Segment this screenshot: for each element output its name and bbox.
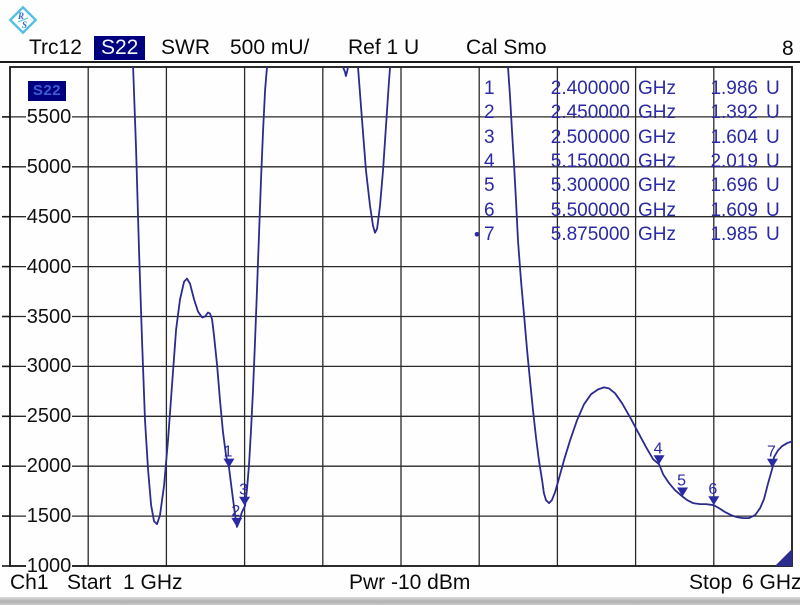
marker-frequency-unit-cell: GHz: [638, 175, 676, 197]
marker-table-row[interactable]: 4 5.150000 GHz 2.019 U: [470, 150, 792, 174]
marker-value-cell: 1.696: [710, 175, 758, 197]
marker-table-row[interactable]: 3 2.500000 GHz 1.604 U: [470, 126, 792, 150]
channel-label[interactable]: Ch1: [10, 571, 49, 594]
start-freq-label[interactable]: Start: [67, 571, 112, 594]
ref-level-indicator-icon: [775, 549, 792, 566]
marker-triangle-icon[interactable]: [239, 496, 251, 506]
marker-number-label[interactable]: 6: [708, 481, 717, 498]
marker-triangle-icon[interactable]: [677, 487, 689, 497]
marker-frequency-cell: 2.450000: [550, 102, 630, 124]
y-axis-label: 2500: [26, 405, 72, 428]
sparam-badge-header[interactable]: S22: [94, 36, 146, 60]
marker-value-cell: 2.019: [710, 151, 758, 173]
marker-number-label[interactable]: 3: [239, 482, 248, 499]
marker-number-cell: 7: [484, 223, 495, 245]
marker-number-label[interactable]: 7: [767, 444, 776, 461]
y-axis-label: 5500: [26, 105, 72, 128]
marker-value-cell: 1.392: [710, 102, 758, 124]
marker-frequency-cell: 5.150000: [550, 151, 630, 173]
marker-frequency-unit-cell: GHz: [638, 126, 676, 148]
marker-table: 1 2.400000 GHz 1.986 U 2 2.450000 GHz 1.392 U 3 2.5…: [470, 77, 792, 247]
svg-text:R: R: [17, 11, 24, 21]
marker-value-unit-cell: U: [766, 151, 780, 173]
y-axis-label: 1000: [26, 555, 72, 577]
marker-frequency-unit-cell: GHz: [638, 199, 676, 221]
marker-frequency-cell: 5.875000: [550, 223, 630, 245]
scale-per-div-label[interactable]: 500 mU/: [230, 36, 310, 59]
marker-number-cell: 4: [484, 151, 495, 173]
swr-trace: [132, 66, 268, 528]
marker-triangle-icon[interactable]: [653, 455, 665, 465]
y-axis-label: 5000: [26, 155, 72, 178]
rs-logo-icon: R S: [8, 5, 38, 35]
marker-value-unit-cell: U: [766, 199, 780, 221]
marker-frequency-cell: 5.500000: [550, 199, 630, 221]
active-marker-bullet: •: [474, 224, 480, 244]
start-freq-value[interactable]: 1 GHz: [123, 571, 183, 594]
cal-status-label: Cal Smo: [466, 36, 547, 59]
marker-frequency-unit-cell: GHz: [638, 78, 676, 100]
swr-trace: [342, 66, 349, 77]
marker-number-label[interactable]: 1: [224, 444, 233, 461]
marker-frequency-unit-cell: GHz: [638, 151, 676, 173]
marker-number-label[interactable]: 5: [677, 473, 686, 490]
marker-number-cell: 5: [484, 175, 495, 197]
marker-number-cell: 3: [484, 126, 495, 148]
marker-value-cell: 1.985: [710, 223, 758, 245]
marker-number-label[interactable]: 4: [654, 440, 663, 457]
y-axis-label: 3500: [26, 305, 72, 328]
y-axis-label: 1500: [26, 505, 72, 528]
y-axis-label: 2000: [26, 455, 72, 478]
marker-table-row[interactable]: • 7 5.875000 GHz 1.985 U: [470, 223, 792, 247]
stop-freq-label[interactable]: Stop: [689, 571, 733, 594]
marker-number-label[interactable]: 2: [231, 503, 240, 520]
marker-value-unit-cell: U: [766, 175, 780, 197]
power-value[interactable]: -10 dBm: [391, 571, 471, 594]
trace-count-label: 8: [782, 37, 794, 60]
marker-value-unit-cell: U: [766, 78, 780, 100]
trace-name-label[interactable]: Trc12: [29, 36, 82, 59]
taskbar-strip: [0, 597, 800, 605]
marker-table-row[interactable]: 6 5.500000 GHz 1.609 U: [470, 198, 792, 222]
marker-frequency-cell: 5.300000: [550, 175, 630, 197]
marker-number-cell: 1: [484, 78, 495, 100]
svg-text:S: S: [22, 20, 27, 30]
marker-value-unit-cell: U: [766, 102, 780, 124]
marker-number-cell: 2: [484, 102, 495, 124]
marker-frequency-unit-cell: GHz: [638, 223, 676, 245]
marker-frequency-cell: 2.400000: [550, 78, 630, 100]
marker-number-cell: 6: [484, 199, 495, 221]
y-axis-label: 3000: [26, 355, 72, 378]
swr-trace: [357, 66, 391, 234]
y-axis-label: 4500: [26, 205, 72, 228]
marker-table-row[interactable]: 1 2.400000 GHz 1.986 U: [470, 77, 792, 101]
reference-level-label[interactable]: Ref 1 U: [348, 36, 420, 59]
header-divider: [0, 61, 800, 63]
marker-value-cell: 1.986: [710, 78, 758, 100]
sparam-badge-plot[interactable]: S22: [28, 81, 66, 101]
stop-freq-value[interactable]: 6 GHz: [742, 571, 800, 594]
power-label[interactable]: Pwr: [349, 571, 386, 594]
marker-triangle-icon[interactable]: [766, 458, 778, 468]
y-axis-label: 4000: [26, 255, 72, 278]
marker-triangle-icon[interactable]: [708, 496, 720, 506]
marker-frequency-unit-cell: GHz: [638, 102, 676, 124]
marker-table-row[interactable]: 5 5.300000 GHz 1.696 U: [470, 174, 792, 198]
marker-table-row[interactable]: 2 2.450000 GHz 1.392 U: [470, 101, 792, 125]
marker-triangle-icon[interactable]: [231, 517, 243, 527]
marker-triangle-icon[interactable]: [223, 458, 235, 468]
marker-value-unit-cell: U: [766, 223, 780, 245]
marker-value-unit-cell: U: [766, 126, 780, 148]
marker-value-cell: 1.604: [710, 126, 758, 148]
marker-value-cell: 1.609: [710, 199, 758, 221]
marker-frequency-cell: 2.500000: [550, 126, 630, 148]
swr-trace: [507, 66, 793, 519]
measurement-format-label[interactable]: SWR: [161, 36, 210, 59]
